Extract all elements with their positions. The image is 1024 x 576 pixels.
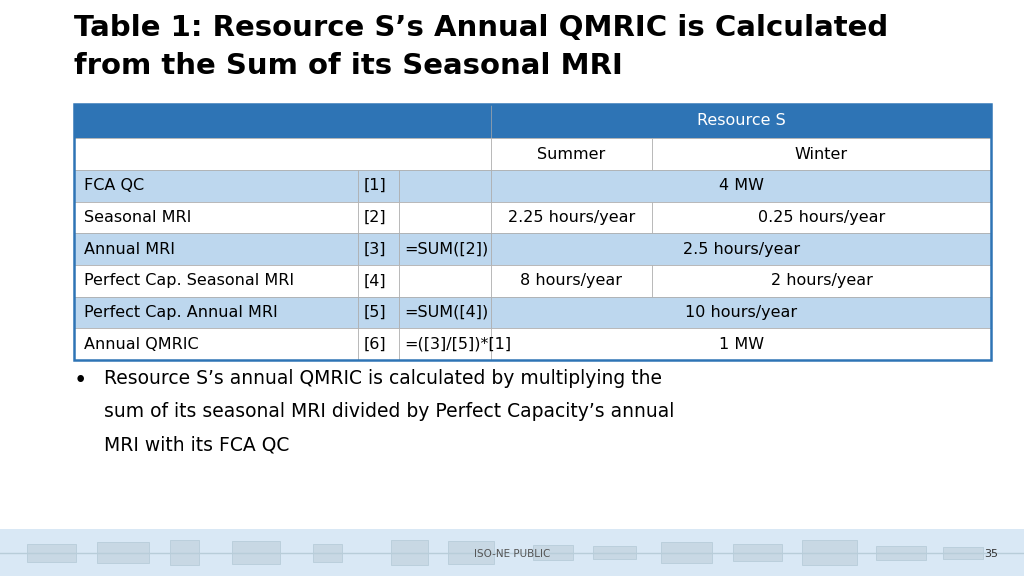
Bar (74, 233, 358, 265)
Bar (651, 138, 991, 170)
Bar (660, 543, 712, 563)
Bar (97, 542, 148, 563)
Text: from the Sum of its Seasonal MRI: from the Sum of its Seasonal MRI (74, 52, 623, 80)
Bar (492, 170, 991, 202)
Text: =([3]/[5])*[1]: =([3]/[5])*[1] (404, 336, 512, 352)
Text: Seasonal MRI: Seasonal MRI (84, 210, 191, 225)
Text: 1 MW: 1 MW (719, 336, 764, 352)
Bar (399, 297, 492, 328)
Text: 0.25 hours/year: 0.25 hours/year (758, 210, 885, 225)
Bar (74, 170, 358, 202)
Bar (74, 202, 358, 233)
Bar (651, 202, 991, 233)
Text: 35: 35 (984, 549, 998, 559)
Text: 8 hours/year: 8 hours/year (520, 273, 623, 289)
Text: =SUM([4]): =SUM([4]) (404, 305, 488, 320)
Bar (492, 297, 991, 328)
Bar (27, 544, 76, 562)
Bar (74, 104, 991, 138)
Text: Perfect Cap. Annual MRI: Perfect Cap. Annual MRI (84, 305, 278, 320)
Text: sum of its seasonal MRI divided by Perfect Capacity’s annual: sum of its seasonal MRI divided by Perfe… (104, 402, 675, 421)
Text: MRI with its FCA QC: MRI with its FCA QC (104, 435, 290, 454)
Text: 2.5 hours/year: 2.5 hours/year (683, 241, 800, 257)
Bar (358, 170, 399, 202)
Bar (74, 328, 358, 360)
Bar (877, 545, 926, 560)
Text: [3]: [3] (364, 241, 386, 257)
Bar (170, 540, 199, 566)
Bar (399, 170, 492, 202)
Text: [6]: [6] (364, 336, 386, 352)
Text: Resource S: Resource S (697, 113, 785, 128)
Bar (231, 541, 281, 564)
Text: [5]: [5] (364, 305, 386, 320)
Bar (492, 233, 991, 265)
Bar (942, 547, 983, 559)
Bar (74, 104, 991, 360)
Bar (74, 265, 358, 297)
Text: Annual QMRIC: Annual QMRIC (84, 336, 199, 352)
Text: 4 MW: 4 MW (719, 178, 764, 194)
Bar (534, 545, 572, 560)
Bar (492, 138, 651, 170)
Bar (593, 547, 636, 559)
Bar (74, 138, 492, 170)
Text: 2 hours/year: 2 hours/year (770, 273, 872, 289)
Bar (733, 544, 782, 561)
Bar (313, 544, 342, 562)
Text: Resource S’s annual QMRIC is calculated by multiplying the: Resource S’s annual QMRIC is calculated … (104, 369, 663, 388)
Text: Summer: Summer (538, 146, 605, 162)
Text: ISO-NE PUBLIC: ISO-NE PUBLIC (474, 549, 550, 559)
Bar (492, 328, 991, 360)
Bar (492, 202, 651, 233)
Bar (358, 297, 399, 328)
Text: Table 1: Resource S’s Annual QMRIC is Calculated: Table 1: Resource S’s Annual QMRIC is Ca… (74, 14, 888, 43)
Bar (651, 265, 991, 297)
Text: =SUM([2]): =SUM([2]) (404, 241, 488, 257)
Text: Winter: Winter (795, 146, 848, 162)
Bar (358, 328, 399, 360)
Text: [4]: [4] (364, 273, 386, 289)
Bar (74, 297, 358, 328)
Text: 2.25 hours/year: 2.25 hours/year (508, 210, 635, 225)
Bar (492, 104, 991, 138)
Bar (0, 529, 1024, 576)
Bar (358, 233, 399, 265)
Bar (492, 265, 651, 297)
Bar (391, 540, 428, 565)
Text: Annual MRI: Annual MRI (84, 241, 175, 257)
Bar (399, 328, 492, 360)
Text: 10 hours/year: 10 hours/year (685, 305, 798, 320)
Bar (399, 202, 492, 233)
Text: FCA QC: FCA QC (84, 178, 144, 194)
Text: [1]: [1] (364, 178, 386, 194)
Bar (399, 265, 492, 297)
Bar (358, 265, 399, 297)
Bar (802, 540, 857, 565)
Text: [2]: [2] (364, 210, 386, 225)
Bar (399, 233, 492, 265)
Bar (358, 202, 399, 233)
Bar (449, 541, 494, 564)
Text: •: • (74, 369, 87, 392)
Text: Perfect Cap. Seasonal MRI: Perfect Cap. Seasonal MRI (84, 273, 294, 289)
